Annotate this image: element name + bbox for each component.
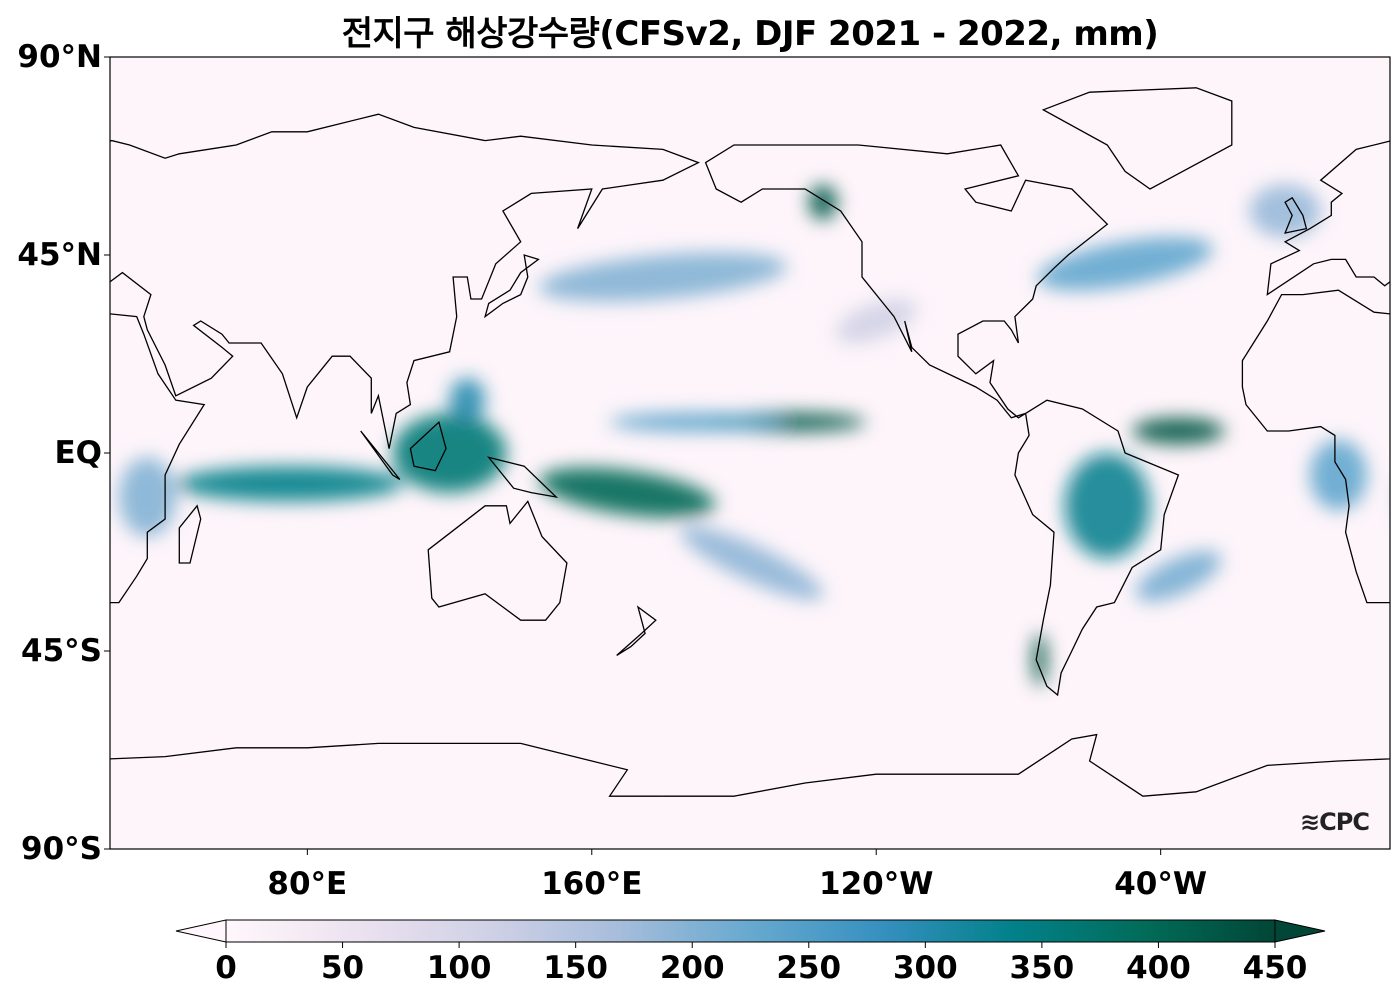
coastline-n-america (704, 144, 1109, 419)
colorbar-extend-max (1274, 919, 1326, 943)
map-title: 전지구 해상강수량(CFSv2, DJF 2021 - 2022, mm) (341, 14, 1159, 54)
y-axis-label: 90°N (17, 39, 102, 75)
coastline-uk (1284, 196, 1308, 234)
precip-region (175, 466, 404, 502)
coastlines (5, 87, 1390, 797)
colorbar-extend-min (175, 919, 227, 943)
coastline-greenland (1041, 87, 1233, 190)
coastline-madagascar (178, 504, 202, 564)
coastline-new-guinea (486, 456, 559, 499)
colorbar (175, 919, 1326, 948)
precip-region (1032, 633, 1047, 687)
coastline-s-america (1014, 399, 1180, 697)
coastline-africa (110, 313, 206, 604)
x-axis-label: 120°W (819, 866, 934, 902)
colorbar-tick-label: 200 (659, 950, 725, 986)
precip-region (392, 413, 507, 493)
y-axis-label: 45°N (17, 237, 102, 273)
precip-region (609, 413, 788, 432)
coastline-antarctica (110, 742, 663, 797)
colorbar-tick-label: 400 (1126, 950, 1191, 986)
cpc-logo: ≋CPC (1300, 808, 1370, 836)
precip-region (118, 457, 176, 537)
colorbar-tick-label: 150 (543, 950, 609, 986)
precip-region (0, 185, 41, 238)
logo-waves-icon: ≋ (1300, 808, 1320, 836)
map-background (110, 57, 1390, 849)
coastline-new-zealand (616, 605, 657, 656)
precipitation-field (0, 184, 1367, 687)
y-axis-label: EQ (54, 435, 102, 471)
x-axis-label: 80°E (267, 866, 348, 902)
colorbar-tick-label: 350 (1009, 950, 1075, 986)
precip-region (1135, 550, 1221, 602)
precip-region (1064, 453, 1151, 559)
coastline-japan (483, 254, 540, 319)
y-axis-label: 90°S (21, 831, 102, 867)
y-axis-label: 45°S (21, 633, 102, 669)
x-axis-label: 160°E (541, 866, 643, 902)
precip-region (1037, 237, 1213, 291)
coastline-antarctica (662, 733, 1390, 797)
precip-region (1310, 439, 1367, 511)
coastline-sumatra (360, 430, 401, 480)
coastline-africa (1241, 289, 1390, 604)
colorbar-tick-label: 50 (320, 950, 365, 986)
precip-region (539, 467, 716, 518)
colorbar-body (225, 919, 1276, 943)
colorbar-tick-label: 450 (1242, 950, 1308, 986)
coastline-uk (5, 198, 26, 233)
colorbar-tick-label: 250 (776, 950, 842, 986)
colorbar-tick-label: 300 (892, 950, 958, 986)
coastline-australia (427, 500, 568, 621)
precip-region (835, 298, 917, 344)
precip-region (1132, 417, 1225, 445)
precip-region (680, 526, 824, 600)
precip-region (808, 184, 838, 220)
precip-region (538, 252, 787, 302)
x-axis-label: 40°W (1114, 866, 1208, 902)
colorbar-tick-label: 0 (215, 950, 237, 986)
colorbar-tick-label: 100 (426, 950, 492, 986)
coastline-borneo (409, 420, 447, 472)
precip-region (1249, 184, 1321, 238)
precip-region (449, 378, 486, 423)
coastline-eurasia (110, 113, 701, 449)
axis-ticks (104, 56, 1162, 855)
